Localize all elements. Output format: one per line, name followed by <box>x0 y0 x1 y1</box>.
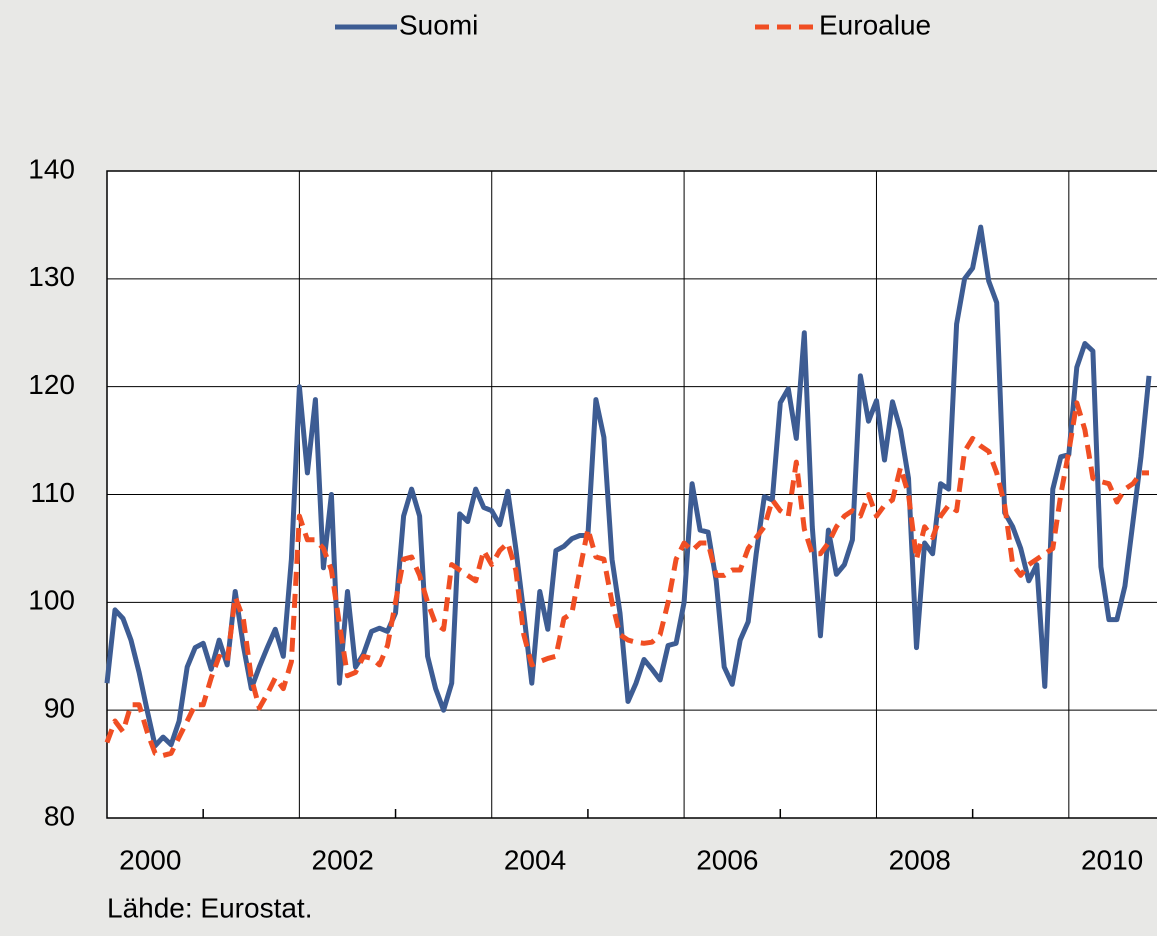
y-tick-label: 110 <box>30 477 75 508</box>
y-tick-label: 140 <box>28 153 75 184</box>
x-tick-label: 2006 <box>696 844 758 875</box>
x-tick-label: 2000 <box>119 844 181 875</box>
y-tick-label: 80 <box>44 800 75 831</box>
y-tick-label: 100 <box>28 585 75 616</box>
x-tick-label: 2010 <box>1081 844 1143 875</box>
x-tick-label: 2002 <box>312 844 374 875</box>
x-tick-label: 2008 <box>889 844 951 875</box>
series-line <box>104 400 1149 758</box>
source-note: Lähde: Eurostat. <box>107 892 312 923</box>
y-tick-label: 120 <box>28 369 75 400</box>
x-tick-label: 2004 <box>504 844 566 875</box>
y-tick-label: 130 <box>28 261 75 292</box>
series-line <box>104 224 1152 749</box>
legend-label: Euroalue <box>819 9 931 40</box>
legend-label: Suomi <box>399 9 478 40</box>
y-tick-label: 90 <box>44 693 75 724</box>
